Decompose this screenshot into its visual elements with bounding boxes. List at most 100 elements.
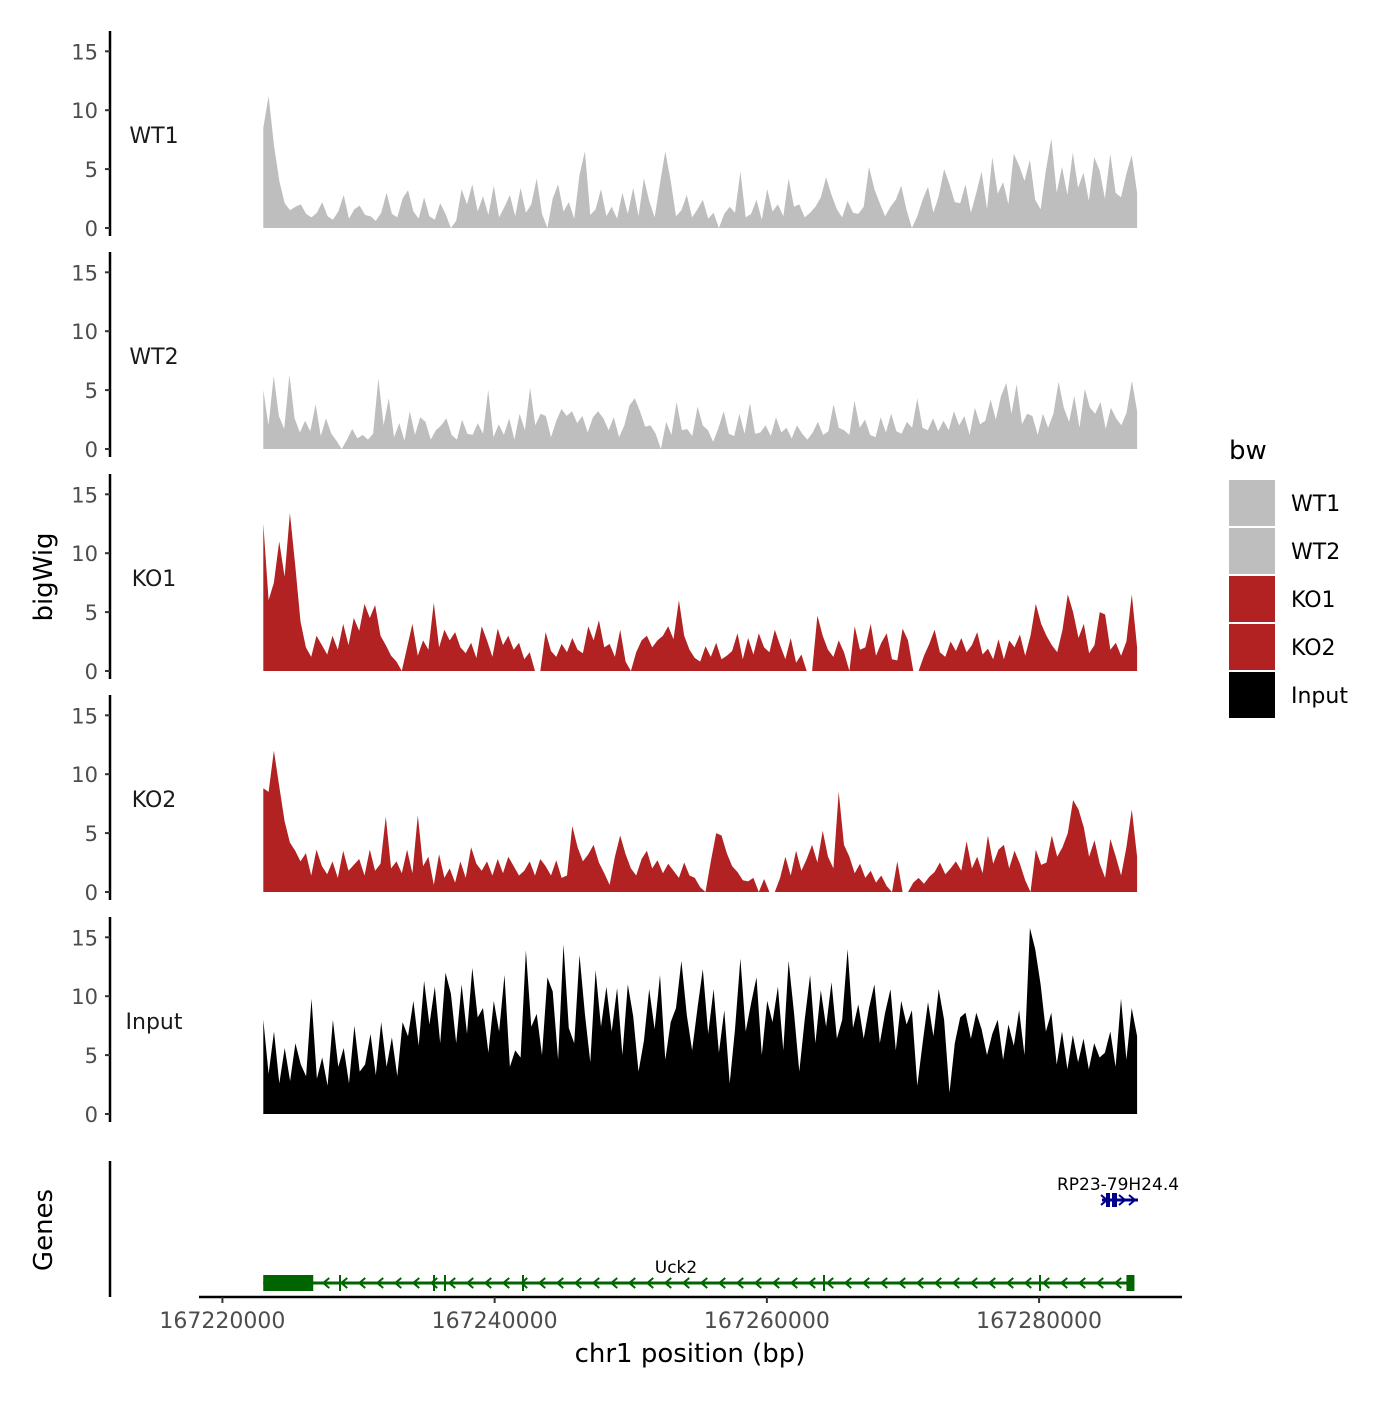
y-tick-label: 0 bbox=[85, 881, 98, 905]
x-tick-label: 167240000 bbox=[432, 1309, 558, 1334]
strand-arrow bbox=[1095, 1277, 1104, 1289]
track-label: KO2 bbox=[132, 788, 177, 813]
gene-exon bbox=[263, 1275, 314, 1291]
strand-arrow bbox=[861, 1277, 870, 1289]
strand-arrow bbox=[915, 1277, 924, 1289]
strand-arrow bbox=[1077, 1277, 1086, 1289]
strand-arrow bbox=[933, 1277, 942, 1289]
coverage-area bbox=[263, 513, 1138, 671]
strand-arrow bbox=[519, 1277, 528, 1289]
strand-arrow bbox=[609, 1277, 618, 1289]
strand-arrow bbox=[501, 1277, 510, 1289]
strand-arrow bbox=[1118, 1194, 1127, 1206]
strand-arrow bbox=[1005, 1277, 1014, 1289]
legend-title: bw bbox=[1229, 436, 1267, 466]
y-tick-label: 15 bbox=[71, 261, 98, 285]
y-tick-label: 10 bbox=[71, 99, 98, 123]
track-ko1: 0 5 10 15 KO1 bbox=[71, 474, 1138, 684]
y-tick-label: 5 bbox=[85, 601, 98, 625]
legend-label: KO1 bbox=[1291, 588, 1336, 613]
coverage-area bbox=[263, 927, 1138, 1114]
legend-item-input: Input bbox=[1229, 672, 1348, 718]
gene-exon bbox=[1126, 1275, 1135, 1291]
strand-arrow bbox=[321, 1277, 330, 1289]
strand-arrow bbox=[1128, 1194, 1137, 1206]
strand-arrow bbox=[537, 1277, 546, 1289]
strand-arrow bbox=[825, 1277, 834, 1289]
strand-arrow bbox=[1100, 1194, 1109, 1206]
x-tick-label: 167220000 bbox=[159, 1309, 285, 1334]
x-axis-title: chr1 position (bp) bbox=[575, 1339, 806, 1369]
strand-arrow bbox=[789, 1277, 798, 1289]
legend-item-wt2: WT2 bbox=[1229, 528, 1340, 574]
coverage-area bbox=[263, 750, 1138, 892]
strand-arrow bbox=[483, 1277, 492, 1289]
gene-exon bbox=[1112, 1193, 1117, 1207]
strand-arrow bbox=[681, 1277, 690, 1289]
strand-arrow bbox=[591, 1277, 600, 1289]
y-tick-label: 15 bbox=[71, 40, 98, 64]
gene-label: Uck2 bbox=[655, 1258, 697, 1278]
strand-arrow bbox=[357, 1277, 366, 1289]
strand-arrow bbox=[897, 1277, 906, 1289]
legend-label: WT1 bbox=[1291, 492, 1340, 517]
strand-arrow bbox=[987, 1277, 996, 1289]
y-tick-label: 5 bbox=[85, 158, 98, 182]
track-label: WT1 bbox=[129, 124, 178, 149]
track-input: 0 5 10 15 Input bbox=[71, 917, 1138, 1127]
y-tick-label: 0 bbox=[85, 660, 98, 684]
y-tick-label: 15 bbox=[71, 926, 98, 950]
track-wt2: 0 5 10 15 WT2 bbox=[71, 252, 1138, 462]
track-label: WT2 bbox=[129, 345, 178, 370]
strand-arrow bbox=[735, 1277, 744, 1289]
gene-label: RP23-79H24.4 bbox=[1057, 1175, 1179, 1195]
strand-arrow bbox=[411, 1277, 420, 1289]
y-tick-label: 0 bbox=[85, 217, 98, 241]
strand-arrow bbox=[951, 1277, 960, 1289]
legend-swatch bbox=[1229, 672, 1275, 718]
y-tick-label: 0 bbox=[85, 438, 98, 462]
legend-label: Input bbox=[1291, 684, 1348, 709]
strand-arrow bbox=[375, 1277, 384, 1289]
gene-rp23-79h24-4: RP23-79H24.4 bbox=[1057, 1175, 1179, 1207]
strand-arrow bbox=[555, 1277, 564, 1289]
track-wt1: 0 5 10 15 WT1 bbox=[71, 31, 1138, 241]
y-tick-label: 5 bbox=[85, 822, 98, 846]
strand-arrow bbox=[429, 1277, 438, 1289]
y-axis-title: bigWig bbox=[29, 532, 59, 621]
strand-arrow bbox=[1059, 1277, 1068, 1289]
strand-arrow bbox=[753, 1277, 762, 1289]
x-tick-label: 167280000 bbox=[976, 1309, 1102, 1334]
track-label: Input bbox=[126, 1010, 183, 1035]
gene-uck2: Uck2 bbox=[263, 1258, 1135, 1291]
strand-arrow bbox=[843, 1277, 852, 1289]
coverage-area bbox=[263, 374, 1138, 449]
y-tick-label: 10 bbox=[71, 763, 98, 787]
strand-arrow bbox=[663, 1277, 672, 1289]
legend-item-wt1: WT1 bbox=[1229, 480, 1340, 526]
y-tick-label: 10 bbox=[71, 542, 98, 566]
bigwig-tracks: 0 5 10 15 WT1 0 5 10 15 WT2 0 5 10 15 KO1 0 5 10 15 KO2 0 5 10… bbox=[71, 31, 1138, 1127]
y-tick-label: 15 bbox=[71, 483, 98, 507]
x-axis: 167220000 167240000 167260000 167280000 bbox=[159, 1295, 1182, 1334]
legend-label: WT2 bbox=[1291, 540, 1340, 565]
strand-arrow bbox=[879, 1277, 888, 1289]
strand-arrow bbox=[645, 1277, 654, 1289]
legend-item-ko1: KO1 bbox=[1229, 576, 1336, 622]
x-tick-label: 167260000 bbox=[704, 1309, 830, 1334]
legend-swatch bbox=[1229, 480, 1275, 526]
strand-arrow bbox=[339, 1277, 348, 1289]
strand-arrow bbox=[573, 1277, 582, 1289]
track-ko2: 0 5 10 15 KO2 bbox=[71, 695, 1138, 905]
strand-arrow bbox=[465, 1277, 474, 1289]
legend-swatch bbox=[1229, 576, 1275, 622]
track-label: KO1 bbox=[132, 567, 177, 592]
y-tick-label: 15 bbox=[71, 704, 98, 728]
legend-swatch bbox=[1229, 528, 1275, 574]
legend-label: KO2 bbox=[1291, 636, 1336, 661]
coverage-area bbox=[263, 96, 1138, 228]
strand-arrow bbox=[771, 1277, 780, 1289]
y-tick-label: 5 bbox=[85, 1044, 98, 1068]
legend-item-ko2: KO2 bbox=[1229, 624, 1336, 670]
